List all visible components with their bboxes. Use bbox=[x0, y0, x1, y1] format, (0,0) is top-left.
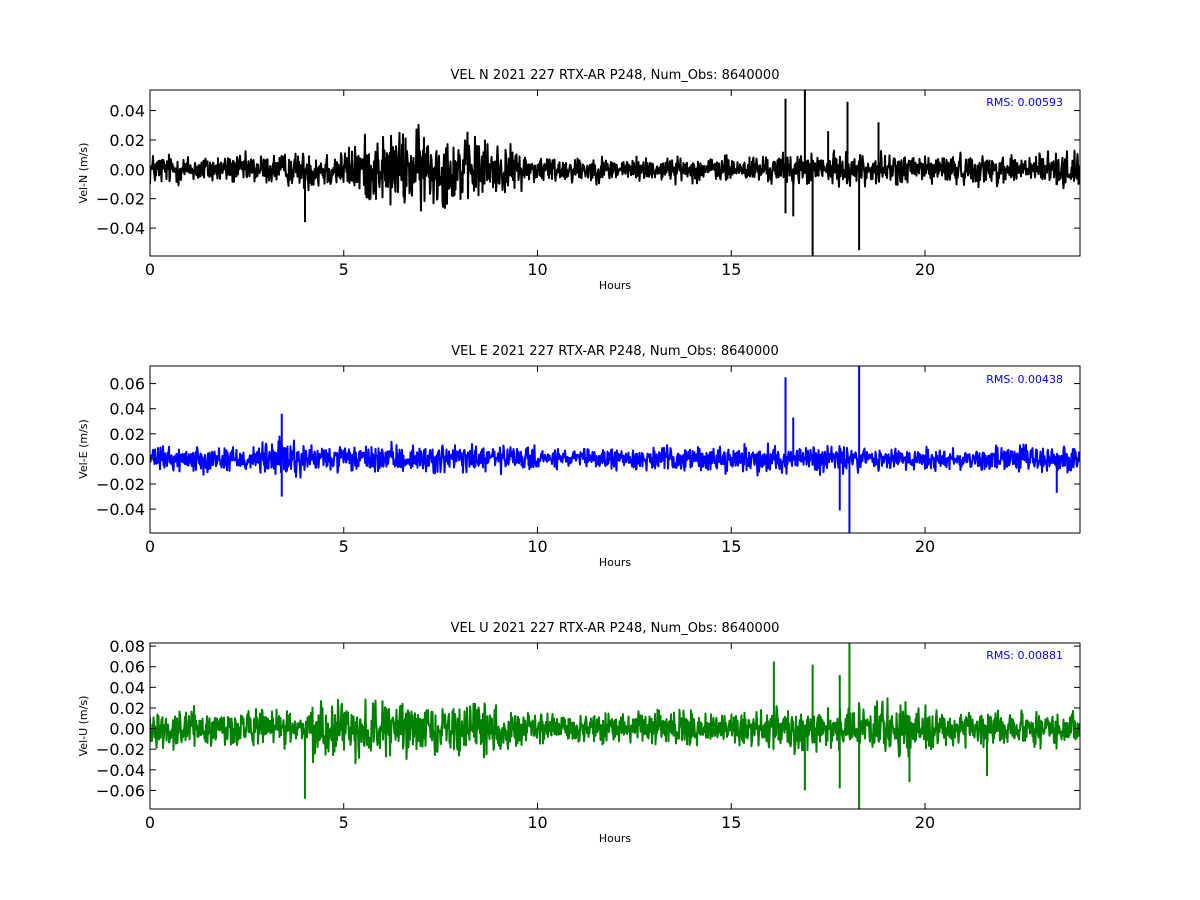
vel-n-rms-annotation: RMS: 0.00593 bbox=[986, 96, 1063, 109]
vel-n-x-tick-label: 5 bbox=[339, 260, 349, 279]
vel-n-y-tick-label: −0.04 bbox=[96, 219, 145, 238]
vel-n-series bbox=[150, 90, 1080, 256]
vel-n-ticks: 0 5 10 15 20 −0.04 −0.02 0.00 0.02 0.04 bbox=[96, 90, 1080, 279]
vel-u-y-tick-label: −0.06 bbox=[96, 781, 145, 800]
vel-n-y-tick-label: −0.02 bbox=[96, 190, 145, 209]
vel-u-y-tick-label: −0.02 bbox=[96, 740, 145, 759]
vel-n-panel: VEL N 2021 227 RTX-AR P248, Num_Obs: 864… bbox=[77, 68, 1081, 292]
vel-u-ticks: 0 5 10 15 20 −0.06−0.04 −0.020.00 0.02 0.040.06 0… bbox=[96, 637, 1080, 832]
vel-e-ticks: 0 5 10 15 20 −0.04 −0.02 0.00 0.02 0.04 0.06 bbox=[96, 366, 1080, 556]
vel-u-rms-annotation: RMS: 0.00881 bbox=[986, 649, 1063, 662]
vel-u-x-tick-label: 0 bbox=[145, 813, 155, 832]
vel-n-y-tick-label: 0.02 bbox=[109, 131, 145, 150]
vel-n-title: VEL N 2021 227 RTX-AR P248, Num_Obs: 864… bbox=[451, 68, 780, 83]
vel-e-y-tick-label: 0.02 bbox=[109, 425, 145, 444]
vel-u-panel: VEL U 2021 227 RTX-AR P248, Num_Obs: 864… bbox=[77, 621, 1081, 845]
vel-n-x-axis-label: Hours bbox=[599, 279, 631, 292]
vel-u-y-tick-label: 0.06 bbox=[109, 658, 145, 677]
vel-e-y-tick-label: −0.04 bbox=[96, 500, 145, 519]
vel-u-title: VEL U 2021 227 RTX-AR P248, Num_Obs: 864… bbox=[451, 621, 780, 636]
vel-u-y-tick-label: −0.04 bbox=[96, 761, 145, 780]
vel-n-y-axis-label: Vel-N (m/s) bbox=[77, 143, 90, 204]
vel-n-plot-frame bbox=[149, 89, 1081, 257]
vel-n-y-tick-label: 0.00 bbox=[109, 160, 145, 179]
vel-e-rms-annotation: RMS: 0.00438 bbox=[986, 373, 1063, 386]
vel-e-x-axis-label: Hours bbox=[599, 556, 631, 569]
vel-u-x-tick-label: 10 bbox=[527, 813, 547, 832]
vel-n-y-tick-label: 0.04 bbox=[109, 102, 145, 121]
vel-e-plot-frame bbox=[149, 365, 1081, 534]
vel-e-title: VEL E 2021 227 RTX-AR P248, Num_Obs: 864… bbox=[451, 344, 778, 359]
vel-e-trace-line bbox=[150, 435, 1080, 479]
vel-u-plot-frame bbox=[149, 642, 1081, 810]
vel-e-x-tick-label: 10 bbox=[527, 537, 547, 556]
vel-e-x-tick-label: 20 bbox=[915, 537, 935, 556]
vel-u-y-tick-label: 0.04 bbox=[109, 678, 145, 697]
vel-e-x-tick-label: 5 bbox=[339, 537, 349, 556]
vel-n-x-tick-label: 10 bbox=[527, 260, 547, 279]
vel-n-x-tick-label: 0 bbox=[145, 260, 155, 279]
vel-e-y-tick-label: 0.06 bbox=[109, 375, 145, 394]
vel-e-y-tick-label: 0.04 bbox=[109, 400, 145, 419]
vel-u-series bbox=[150, 643, 1080, 809]
vel-u-y-tick-label: 0.08 bbox=[109, 637, 145, 656]
vel-n-x-tick-label: 15 bbox=[721, 260, 741, 279]
vel-e-series bbox=[150, 366, 1080, 533]
vel-n-x-tick-label: 20 bbox=[915, 260, 935, 279]
vel-u-x-tick-label: 5 bbox=[339, 813, 349, 832]
vel-u-x-tick-label: 15 bbox=[721, 813, 741, 832]
vel-n-trace-line bbox=[150, 123, 1080, 212]
vel-e-x-tick-label: 0 bbox=[145, 537, 155, 556]
vel-u-y-tick-label: 0.02 bbox=[109, 699, 145, 718]
vel-u-y-axis-label: Vel-U (m/s) bbox=[77, 696, 90, 757]
vel-e-x-tick-label: 15 bbox=[721, 537, 741, 556]
vel-e-y-tick-label: 0.00 bbox=[109, 450, 145, 469]
vel-u-trace-line bbox=[150, 697, 1080, 765]
vel-e-y-axis-label: Vel-E (m/s) bbox=[77, 419, 90, 479]
vel-u-x-tick-label: 20 bbox=[915, 813, 935, 832]
vel-u-x-axis-label: Hours bbox=[599, 832, 631, 845]
vel-e-y-tick-label: −0.02 bbox=[96, 475, 145, 494]
vel-e-panel: VEL E 2021 227 RTX-AR P248, Num_Obs: 864… bbox=[77, 344, 1081, 569]
vel-u-y-tick-label: 0.00 bbox=[109, 720, 145, 739]
